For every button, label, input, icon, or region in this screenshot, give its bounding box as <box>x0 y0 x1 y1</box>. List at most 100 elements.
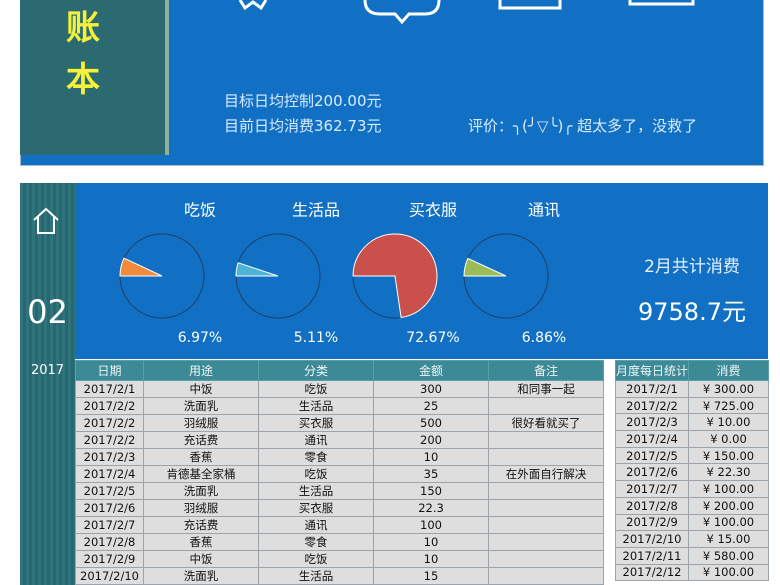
table-cell: 通讯 <box>258 431 374 449</box>
percent-label: 72.67% <box>406 330 459 346</box>
table-cell <box>488 431 604 449</box>
table-cell <box>488 550 604 568</box>
expense-table-wrap: 日期 用途 分类 金额 备注 2017/2/1 中饭 吃饭 300 和同事一起 2017/2/2 洗面… <box>75 360 604 585</box>
table-cell: 洗面乳 <box>143 482 259 500</box>
table-cell: 2017/2/11 <box>615 546 689 565</box>
table-cell: ¥ 10.00 <box>688 413 769 432</box>
current-text: 目前日均消费362.73元 <box>224 117 382 135</box>
header-row: 日期 用途 分类 金额 备注 <box>75 360 604 381</box>
table-cell: 2017/2/6 <box>75 499 144 517</box>
home-icon-shape <box>33 207 59 234</box>
month: 02 <box>27 293 68 331</box>
table-cell: 在外面自行解决 <box>488 465 604 483</box>
target-text: 目标日均控制200.00元 <box>224 92 382 110</box>
table-cell: 2017/2/10 <box>75 567 144 585</box>
table-cell: 2017/2/8 <box>615 496 689 515</box>
table-row: 2017/2/4 ¥ 0.00 <box>615 430 769 448</box>
table-row: 2017/2/2 充话费 通讯 200 <box>75 431 604 449</box>
column-header: 消费 <box>688 360 769 381</box>
table-cell: 500 <box>373 414 489 432</box>
table-cell: 2017/2/3 <box>615 413 689 432</box>
table-row: 2017/2/10 洗面乳 生活品 15 <box>75 567 604 585</box>
table-row: 2017/2/5 洗面乳 生活品 150 <box>75 482 604 500</box>
table-cell: 肯德基全家桶 <box>143 465 259 483</box>
table-cell: 吃饭 <box>258 550 374 568</box>
table-row: 2017/2/8 ¥ 200.00 <box>615 496 769 515</box>
table-cell: 2017/2/2 <box>75 414 144 432</box>
column-header: 日期 <box>75 360 144 381</box>
column-header: 金额 <box>373 360 489 381</box>
year: 2017 <box>30 363 65 378</box>
table-row: 2017/2/8 香蕉 零食 10 <box>75 533 604 551</box>
table-cell: 生活品 <box>258 397 374 415</box>
table-cell: 2017/2/7 <box>75 516 144 534</box>
table-cell: 羽绒服 <box>143 414 259 432</box>
percent-label: 6.86% <box>522 330 566 346</box>
table-cell: 充话费 <box>143 431 259 449</box>
table-cell: 2017/2/7 <box>615 480 689 498</box>
table-cell <box>488 397 604 415</box>
table-cell <box>488 533 604 551</box>
category-label: 吃饭 <box>184 201 216 220</box>
table-cell: 25 <box>373 397 489 415</box>
table-cell: 洗面乳 <box>143 567 259 585</box>
title-char: 本 <box>66 60 100 100</box>
table-row: 2017/2/11 ¥ 580.00 <box>615 546 769 565</box>
table-cell <box>488 516 604 534</box>
table-cell: 300 <box>373 380 489 398</box>
table-cell: ¥ 22.30 <box>688 463 769 482</box>
table-cell: ¥ 200.00 <box>688 496 769 515</box>
category-label: 生活品 <box>292 201 340 220</box>
pie-slice <box>352 233 438 319</box>
table-cell: ¥ 300.00 <box>688 380 769 398</box>
table-row: 2017/2/1 中饭 吃饭 300 和同事一起 <box>75 380 604 398</box>
table-row: 2017/2/7 ¥ 100.00 <box>615 480 769 498</box>
column-header: 备注 <box>488 360 604 381</box>
table-cell: 零食 <box>258 448 374 466</box>
table-cell: 很好看就买了 <box>488 414 604 432</box>
table-cell: 150 <box>373 482 489 500</box>
table-cell: 生活品 <box>258 482 374 500</box>
table-cell: ¥ 15.00 <box>688 530 769 548</box>
table-cell <box>488 448 604 466</box>
table-cell: ¥ 100.00 <box>688 563 769 582</box>
table-cell <box>488 567 604 585</box>
pie-slice <box>119 257 163 277</box>
table-row: 2017/2/7 充话费 通讯 100 <box>75 516 604 534</box>
table-row: 2017/2/4 肯德基全家桶 吃饭 35 在外面自行解决 <box>75 465 604 483</box>
icon <box>363 0 441 25</box>
table-cell: 22.3 <box>373 499 489 517</box>
home-icon[interactable] <box>31 206 61 236</box>
daily-table: 月度每日统计 消费 2017/2/1 ¥ 300.00 2017/2/2 ¥ 725.00… <box>615 360 769 582</box>
table-row: 2017/2/6 羽绒服 买衣服 22.3 <box>75 499 604 517</box>
table-cell: 10 <box>373 448 489 466</box>
header-sidebar <box>20 0 169 155</box>
expense-table: 日期 用途 分类 金额 备注 2017/2/1 中饭 吃饭 300 和同事一起 2017/2/2 洗面… <box>75 360 604 585</box>
table-cell: 10 <box>373 533 489 551</box>
table-cell: 2017/2/6 <box>615 463 689 482</box>
table-cell: 吃饭 <box>258 465 374 483</box>
icon <box>238 0 268 11</box>
sidebar <box>20 183 75 585</box>
table-cell: 2017/2/2 <box>75 397 144 415</box>
table-cell: 200 <box>373 431 489 449</box>
pie-slice <box>463 257 507 277</box>
comment-text: 评价：╮(╯▽╰)╭ 超太多了，没救了 <box>468 117 698 135</box>
summary-label: 2月共计消费 <box>644 257 740 277</box>
table-row: 2017/2/9 中饭 吃饭 10 <box>75 550 604 568</box>
title-char: 账 <box>66 8 100 48</box>
column-header: 月度每日统计 <box>615 360 689 381</box>
column-header: 分类 <box>258 360 374 381</box>
table-cell: 2017/2/1 <box>75 380 144 398</box>
table-row: 2017/2/6 ¥ 22.30 <box>615 463 769 482</box>
table-cell: 35 <box>373 465 489 483</box>
table-row: 2017/2/3 ¥ 10.00 <box>615 413 769 432</box>
table-cell: 充话费 <box>143 516 259 534</box>
table-cell: 2017/2/5 <box>75 482 144 500</box>
table-row: 2017/2/12 ¥ 100.00 <box>615 563 769 582</box>
table-cell: 2017/2/10 <box>615 530 689 548</box>
header-icons <box>238 0 695 25</box>
daily-table-wrap: 月度每日统计 消费 2017/2/1 ¥ 300.00 2017/2/2 ¥ 725.00… <box>615 360 769 582</box>
category-label: 通讯 <box>528 201 560 220</box>
